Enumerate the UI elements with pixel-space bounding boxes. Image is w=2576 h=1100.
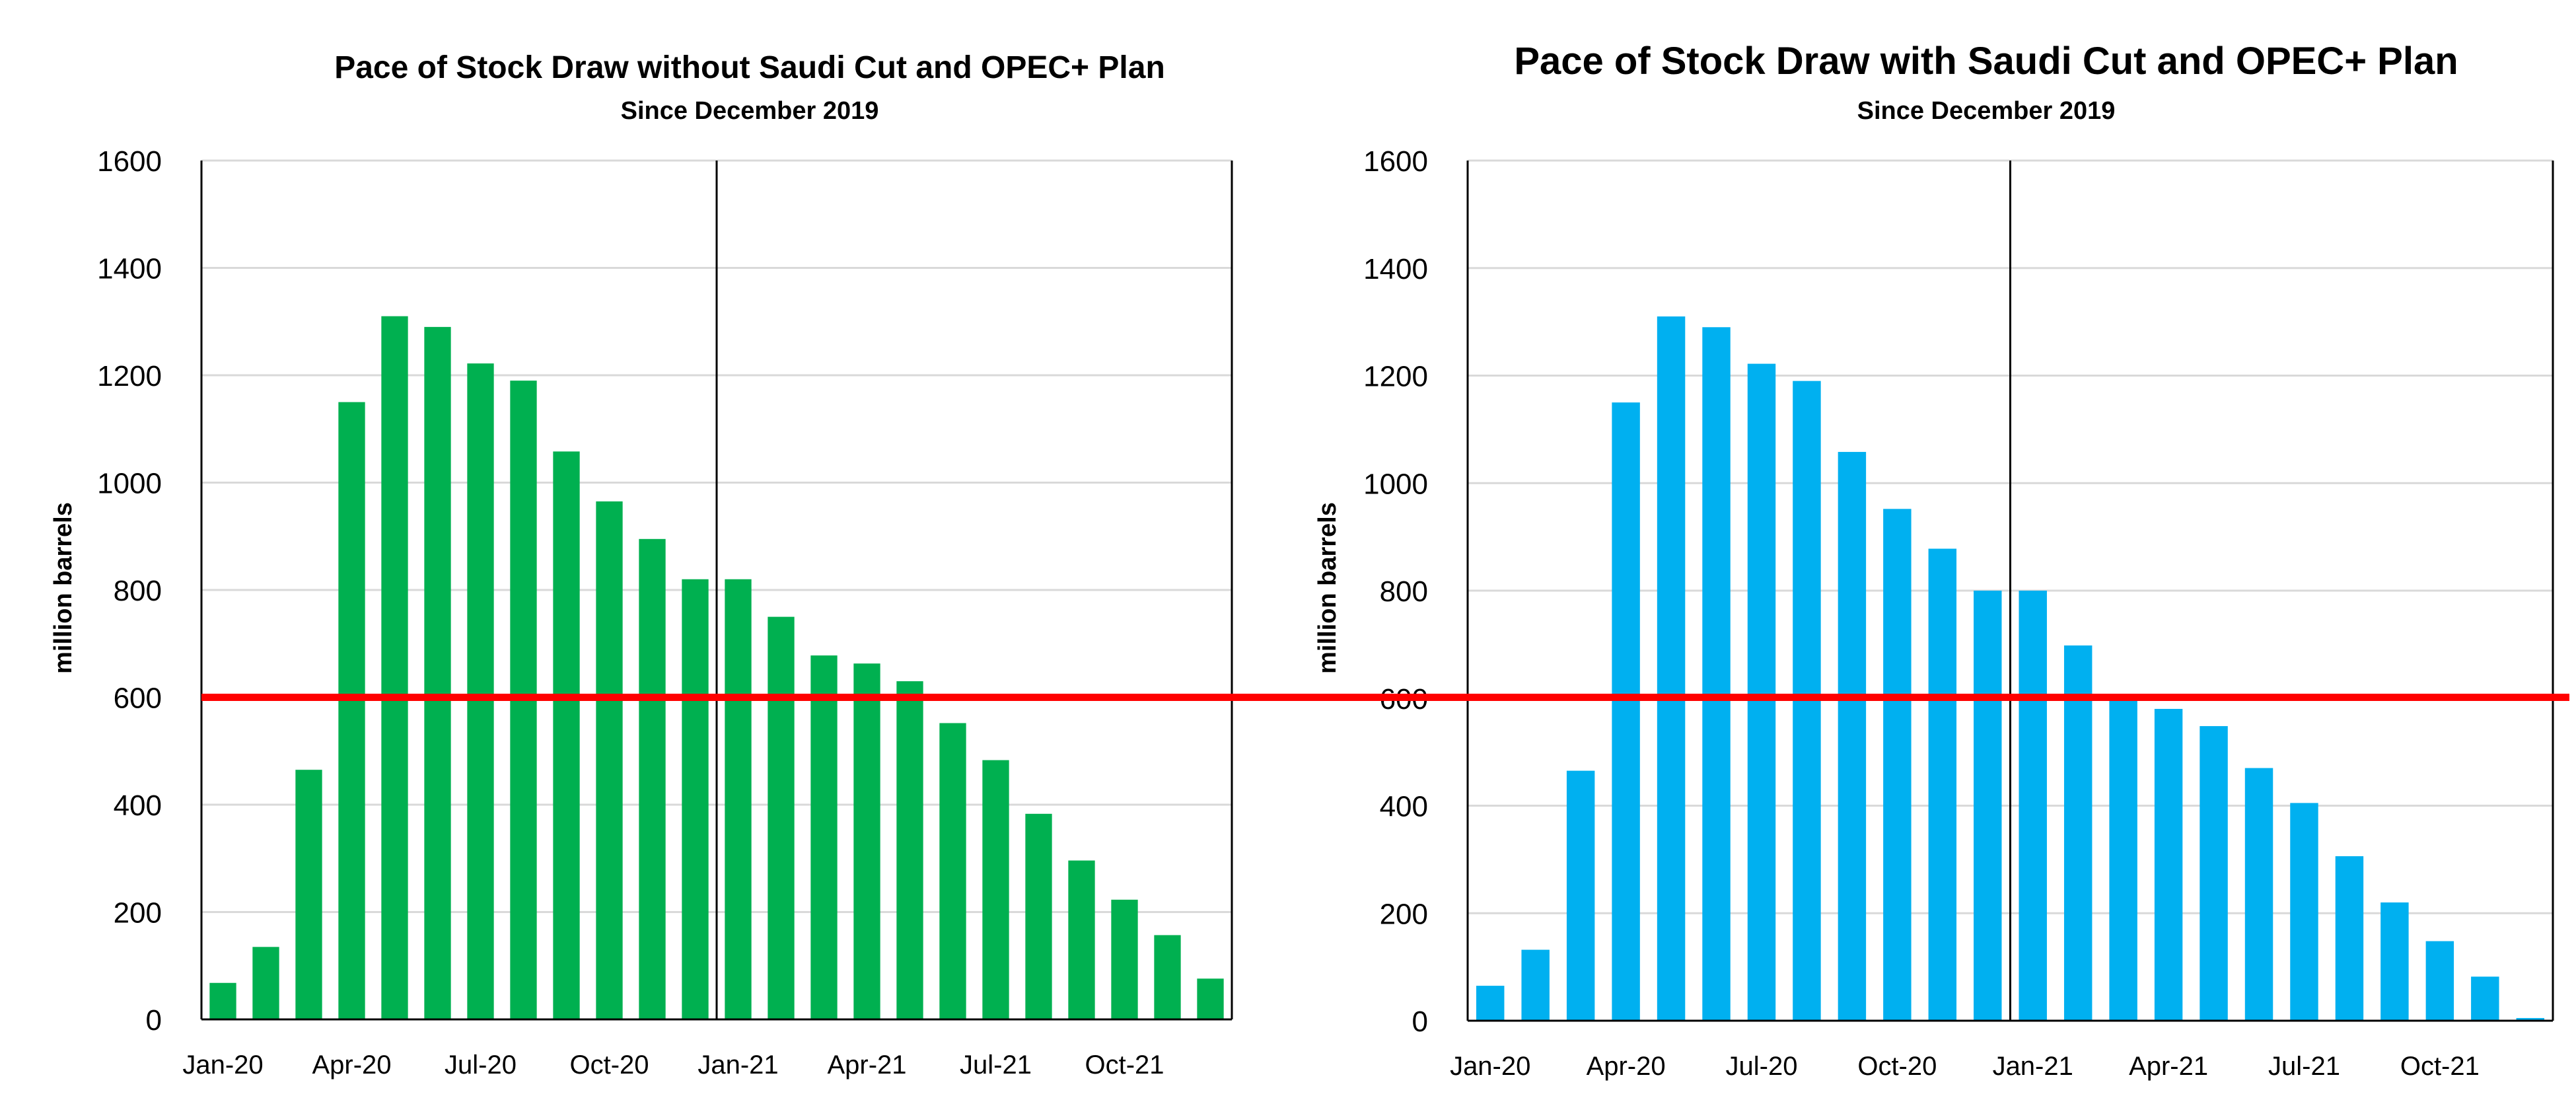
right-bar-apr-21 <box>2154 709 2183 1021</box>
left-bar-apr-20 <box>338 402 365 1019</box>
left-bar-dec-20 <box>682 579 709 1019</box>
right-x-tick-label: Jul-21 <box>2268 1052 2340 1081</box>
right-bar-aug-21 <box>2335 856 2364 1021</box>
right-bar-jul-20 <box>1747 363 1776 1021</box>
right-x-tick-label: Apr-21 <box>2129 1052 2208 1081</box>
left-x-tick-label: Jul-20 <box>445 1050 517 1080</box>
left-chart-title: Pace of Stock Draw without Saudi Cut and… <box>334 50 1165 85</box>
left-bar-mar-21 <box>810 655 838 1019</box>
right-y-tick-label: 800 <box>1380 575 1428 608</box>
right-bar-sep-20 <box>1838 452 1867 1021</box>
left-bar-jun-20 <box>424 326 451 1019</box>
right-y-tick-label: 200 <box>1380 898 1428 930</box>
right-x-tick-label: Oct-20 <box>1857 1052 1937 1081</box>
left-bar-nov-21 <box>1154 935 1181 1019</box>
left-y-tick-labels: 0 200 400 600 800 1000 1200 1400 1600 <box>97 145 162 1037</box>
left-x-tick-label: Jul-21 <box>960 1050 1032 1080</box>
left-bar-jun-21 <box>939 723 966 1019</box>
right-bar-may-20 <box>1657 316 1686 1021</box>
left-bar-feb-20 <box>252 947 279 1019</box>
left-bars <box>209 316 1224 1019</box>
right-y-tick-label: 1000 <box>1363 468 1428 500</box>
left-y-axis-label: million barrels <box>50 502 77 674</box>
left-bar-aug-21 <box>1025 813 1052 1019</box>
left-y-tick-label: 0 <box>146 1004 162 1037</box>
left-bar-mar-20 <box>295 770 322 1019</box>
right-x-tick-label: Oct-21 <box>2400 1052 2480 1081</box>
right-x-tick-label: Jan-20 <box>1450 1052 1530 1081</box>
right-x-tick-labels: Jan-20 Apr-20 Jul-20 Oct-20 Jan-21 Apr-21 Jul-… <box>1450 1052 2480 1081</box>
right-y-tick-label: 1200 <box>1363 361 1428 393</box>
left-bar-jul-21 <box>982 760 1009 1019</box>
left-chart: Pace of Stock Draw without Saudi Cut and… <box>50 50 1233 1080</box>
left-bar-sep-21 <box>1068 860 1095 1019</box>
left-x-tick-label: Oct-21 <box>1085 1050 1164 1080</box>
right-bar-apr-20 <box>1612 402 1640 1021</box>
right-bars <box>1476 316 2544 1021</box>
right-y-axis-label: million barrels <box>1314 502 1342 674</box>
right-bar-mar-21 <box>2109 700 2137 1021</box>
right-y-tick-label: 1600 <box>1363 145 1428 178</box>
right-bar-nov-21 <box>2471 976 2499 1021</box>
left-x-tick-labels: Jan-20 Apr-20 Jul-20 Oct-20 Jan-21 Apr-21 Jul-… <box>182 1050 1164 1080</box>
right-bar-nov-20 <box>1928 548 1957 1021</box>
left-y-tick-label: 600 <box>114 682 162 715</box>
left-bar-dec-21 <box>1197 978 1224 1019</box>
left-axes <box>200 161 1233 1021</box>
right-bar-feb-21 <box>2063 645 2093 1021</box>
right-bar-may-21 <box>2200 726 2228 1021</box>
right-bar-sep-21 <box>2380 902 2409 1021</box>
left-bar-sep-20 <box>553 451 580 1019</box>
left-bar-jan-20 <box>209 982 236 1019</box>
left-y-tick-label: 1000 <box>97 468 162 500</box>
left-bar-feb-21 <box>768 616 795 1019</box>
right-chart-title: Pace of Stock Draw with Saudi Cut and OP… <box>1514 40 2458 83</box>
right-x-tick-label: Jan-21 <box>1993 1052 2073 1081</box>
right-bar-jul-21 <box>2290 803 2318 1021</box>
right-y-tick-label: 0 <box>1412 1006 1428 1038</box>
right-bar-jan-21 <box>2019 591 2047 1021</box>
left-y-tick-label: 1400 <box>97 253 162 285</box>
right-bar-oct-20 <box>1883 509 1912 1021</box>
left-y-tick-label: 800 <box>114 575 162 607</box>
left-bar-apr-21 <box>853 663 880 1019</box>
right-bar-dec-21 <box>2516 1017 2544 1021</box>
left-bar-may-20 <box>381 316 408 1019</box>
right-chart: Pace of Stock Draw with Saudi Cut and OP… <box>1314 40 2554 1081</box>
right-bar-oct-21 <box>2425 941 2454 1021</box>
left-bar-oct-21 <box>1111 899 1138 1019</box>
left-y-tick-label: 1200 <box>97 360 162 392</box>
left-bar-nov-20 <box>639 538 666 1019</box>
right-axes <box>1466 161 2554 1022</box>
left-bar-oct-20 <box>596 501 623 1019</box>
left-x-tick-label: Apr-20 <box>312 1050 391 1080</box>
right-x-tick-label: Apr-20 <box>1587 1052 1666 1081</box>
left-x-tick-label: Jan-21 <box>698 1050 778 1080</box>
right-bar-jun-20 <box>1702 327 1731 1021</box>
left-x-tick-label: Apr-21 <box>827 1050 906 1080</box>
left-y-tick-label: 1600 <box>97 145 162 178</box>
right-x-tick-label: Jul-20 <box>1726 1052 1798 1081</box>
left-bar-may-21 <box>896 681 923 1019</box>
right-y-tick-label: 400 <box>1380 791 1428 823</box>
left-x-tick-label: Oct-20 <box>569 1050 649 1080</box>
right-bar-jun-21 <box>2244 768 2273 1021</box>
right-bar-feb-20 <box>1521 949 1550 1021</box>
right-chart-subtitle: Since December 2019 <box>1857 97 2116 125</box>
right-y-tick-label: 1400 <box>1363 253 1428 285</box>
left-chart-subtitle: Since December 2019 <box>621 97 879 125</box>
left-y-tick-label: 400 <box>114 789 162 822</box>
right-bar-dec-20 <box>1974 591 2002 1021</box>
right-bar-mar-20 <box>1566 770 1595 1021</box>
left-bar-jul-20 <box>467 363 494 1019</box>
left-x-tick-label: Jan-20 <box>182 1050 263 1080</box>
right-bar-jan-20 <box>1476 986 1505 1021</box>
left-bar-jan-21 <box>725 579 752 1019</box>
left-y-tick-label: 200 <box>114 897 162 930</box>
